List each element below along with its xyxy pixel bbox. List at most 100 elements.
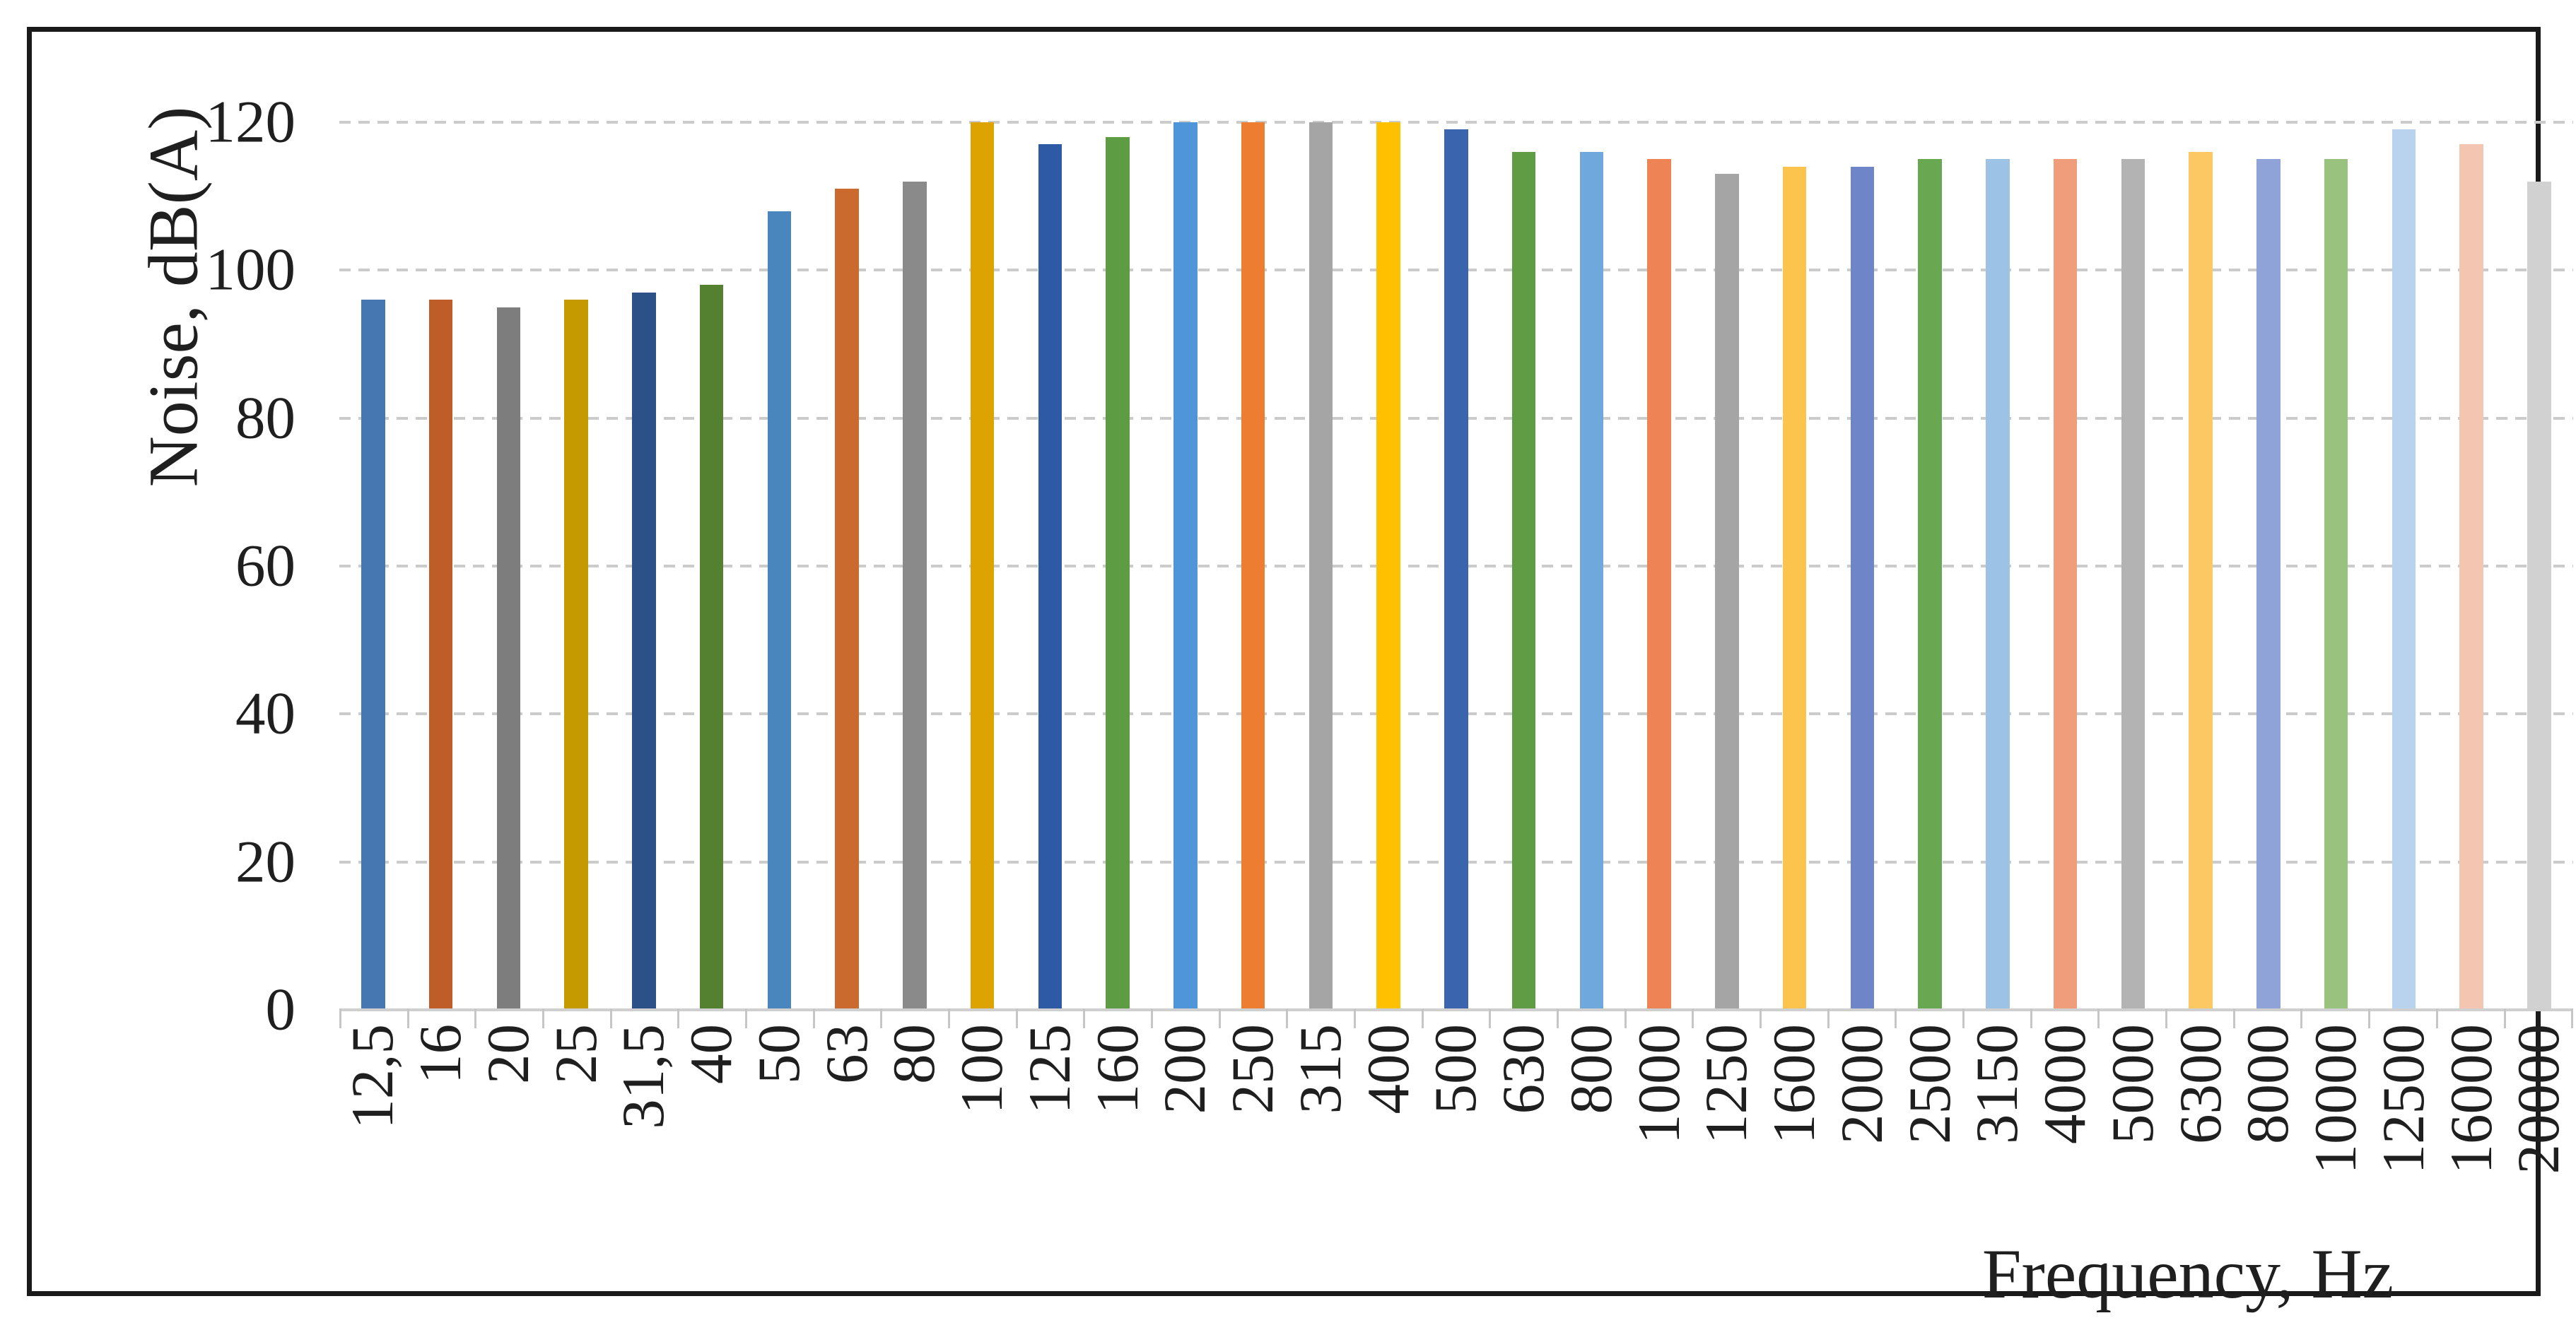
x-tick-160 — [1083, 1008, 1151, 1028]
x-label-cell-200: 200 — [1152, 1024, 1219, 1257]
bar-slot-500 — [1422, 122, 1490, 1010]
bar-315 — [1309, 122, 1333, 1010]
bar-40 — [699, 285, 724, 1010]
bar-slot-3150 — [1964, 122, 2032, 1010]
x-tick-25 — [542, 1008, 610, 1028]
bar-slot-4000 — [2032, 122, 2100, 1010]
x-label-cell-1250: 1250 — [1693, 1024, 1761, 1257]
bar-slot-6300 — [2167, 122, 2235, 1010]
y-tick-label-40: 40 — [235, 680, 295, 747]
x-label-cell-12500: 12500 — [2370, 1024, 2438, 1257]
x-label-cell-2500: 2500 — [1896, 1024, 1964, 1257]
x-tick-label-1600: 1600 — [1761, 1024, 1828, 1144]
x-label-cell-12,5: 12,5 — [339, 1024, 407, 1257]
x-tick-20000 — [2503, 1008, 2572, 1028]
x-tick-label-200: 200 — [1152, 1024, 1219, 1114]
x-tick-16 — [406, 1008, 475, 1028]
bar-slot-12500 — [2370, 122, 2438, 1010]
bar-63 — [835, 189, 859, 1010]
bar-8000 — [2256, 159, 2281, 1010]
plot-area — [339, 121, 2573, 1010]
x-tick-63 — [812, 1008, 881, 1028]
x-label-cell-16000: 16000 — [2437, 1024, 2505, 1257]
x-tick-10000 — [2300, 1008, 2368, 1028]
x-label-cell-8000: 8000 — [2235, 1024, 2302, 1257]
x-label-cell-5000: 5000 — [2100, 1024, 2167, 1257]
x-tick-3150 — [1962, 1008, 2030, 1028]
x-tick-2500 — [1895, 1008, 1962, 1028]
x-tick-12,5 — [339, 1008, 407, 1028]
bar-800 — [1579, 151, 1604, 1010]
x-tick-label-4000: 4000 — [2032, 1024, 2099, 1144]
y-tick-label-120: 120 — [205, 88, 296, 155]
x-tick-label-50: 50 — [745, 1024, 812, 1084]
x-tick-400 — [1354, 1008, 1422, 1028]
bar-slot-63 — [813, 122, 881, 1010]
bar-10000 — [2324, 159, 2348, 1010]
x-label-cell-4000: 4000 — [2032, 1024, 2100, 1257]
bar-1600 — [1782, 166, 1807, 1010]
x-tick-315 — [1286, 1008, 1354, 1028]
x-tick-label-8000: 8000 — [2235, 1024, 2302, 1144]
bar-slot-31,5 — [610, 122, 678, 1010]
bar-20000 — [2527, 181, 2551, 1010]
bar-2500 — [1918, 159, 1942, 1010]
x-tick-1600 — [1760, 1008, 1827, 1028]
bar-slot-125 — [1017, 122, 1084, 1010]
bar-16000 — [2459, 144, 2483, 1010]
x-tick-31,5 — [609, 1008, 678, 1028]
x-tick-1250 — [1692, 1008, 1760, 1028]
x-tick-8000 — [2232, 1008, 2301, 1028]
x-tick-label-6300: 6300 — [2167, 1024, 2234, 1144]
bar-5000 — [2121, 159, 2145, 1010]
x-tick-label-315: 315 — [1287, 1024, 1354, 1114]
x-tick-label-80: 80 — [881, 1024, 948, 1084]
bar-slot-8000 — [2235, 122, 2302, 1010]
x-tick-5000 — [2097, 1008, 2165, 1028]
bar-slot-1600 — [1761, 122, 1829, 1010]
x-tick-800 — [1557, 1008, 1624, 1028]
x-tick-label-630: 630 — [1490, 1024, 1557, 1114]
x-tick-label-31,5: 31,5 — [610, 1024, 677, 1129]
x-axis-line — [339, 1008, 2573, 1011]
x-tick-80 — [880, 1008, 948, 1028]
x-tick-label-25: 25 — [542, 1024, 609, 1084]
x-axis-title: Frequency, Hz — [1981, 1235, 2394, 1313]
y-tick-label-0: 0 — [265, 976, 296, 1043]
bar-400 — [1376, 122, 1400, 1010]
bar-12,5 — [361, 300, 385, 1010]
x-label-cell-50: 50 — [746, 1024, 814, 1257]
bar-160 — [1106, 136, 1130, 1010]
bar-slot-2000 — [1829, 122, 1897, 1010]
y-tick-label-20: 20 — [235, 828, 295, 895]
x-tick-label-2000: 2000 — [1828, 1024, 1895, 1144]
x-tick-label-20: 20 — [474, 1024, 541, 1084]
x-tick-label-100: 100 — [949, 1024, 1016, 1114]
bar-250 — [1241, 122, 1265, 1010]
x-tick-label-400: 400 — [1354, 1024, 1422, 1114]
x-tick-label-1000: 1000 — [1625, 1024, 1692, 1144]
x-tick-6300 — [2165, 1008, 2233, 1028]
x-label-cell-1600: 1600 — [1761, 1024, 1829, 1257]
x-tick-250 — [1218, 1008, 1287, 1028]
x-tick-125 — [1015, 1008, 1084, 1028]
bar-slot-160 — [1084, 122, 1152, 1010]
x-tick-label-10000: 10000 — [2302, 1024, 2370, 1175]
bar-slot-315 — [1287, 122, 1355, 1010]
chart-frame: Noise, dB(A) 0 20 40 60 80 100 120 12,5 16 20 25 3… — [27, 27, 2573, 1313]
y-axis-tick-labels: 0 20 40 60 80 100 120 — [103, 92, 296, 1040]
bar-slot-16000 — [2437, 122, 2505, 1010]
x-label-cell-100: 100 — [949, 1024, 1017, 1257]
bar-slot-1250 — [1693, 122, 1761, 1010]
bar-slot-10000 — [2302, 122, 2370, 1010]
gridline-120 — [339, 121, 2573, 124]
bar-1250 — [1715, 174, 1739, 1010]
x-tick-label-16: 16 — [407, 1024, 474, 1084]
bar-31,5 — [632, 292, 656, 1010]
x-tick-40 — [677, 1008, 745, 1028]
bar-slot-80 — [881, 122, 949, 1010]
bar-slot-400 — [1354, 122, 1422, 1010]
y-tick-label-60: 60 — [235, 532, 295, 599]
x-axis-ticks — [339, 1008, 2573, 1028]
x-label-cell-16: 16 — [407, 1024, 475, 1257]
